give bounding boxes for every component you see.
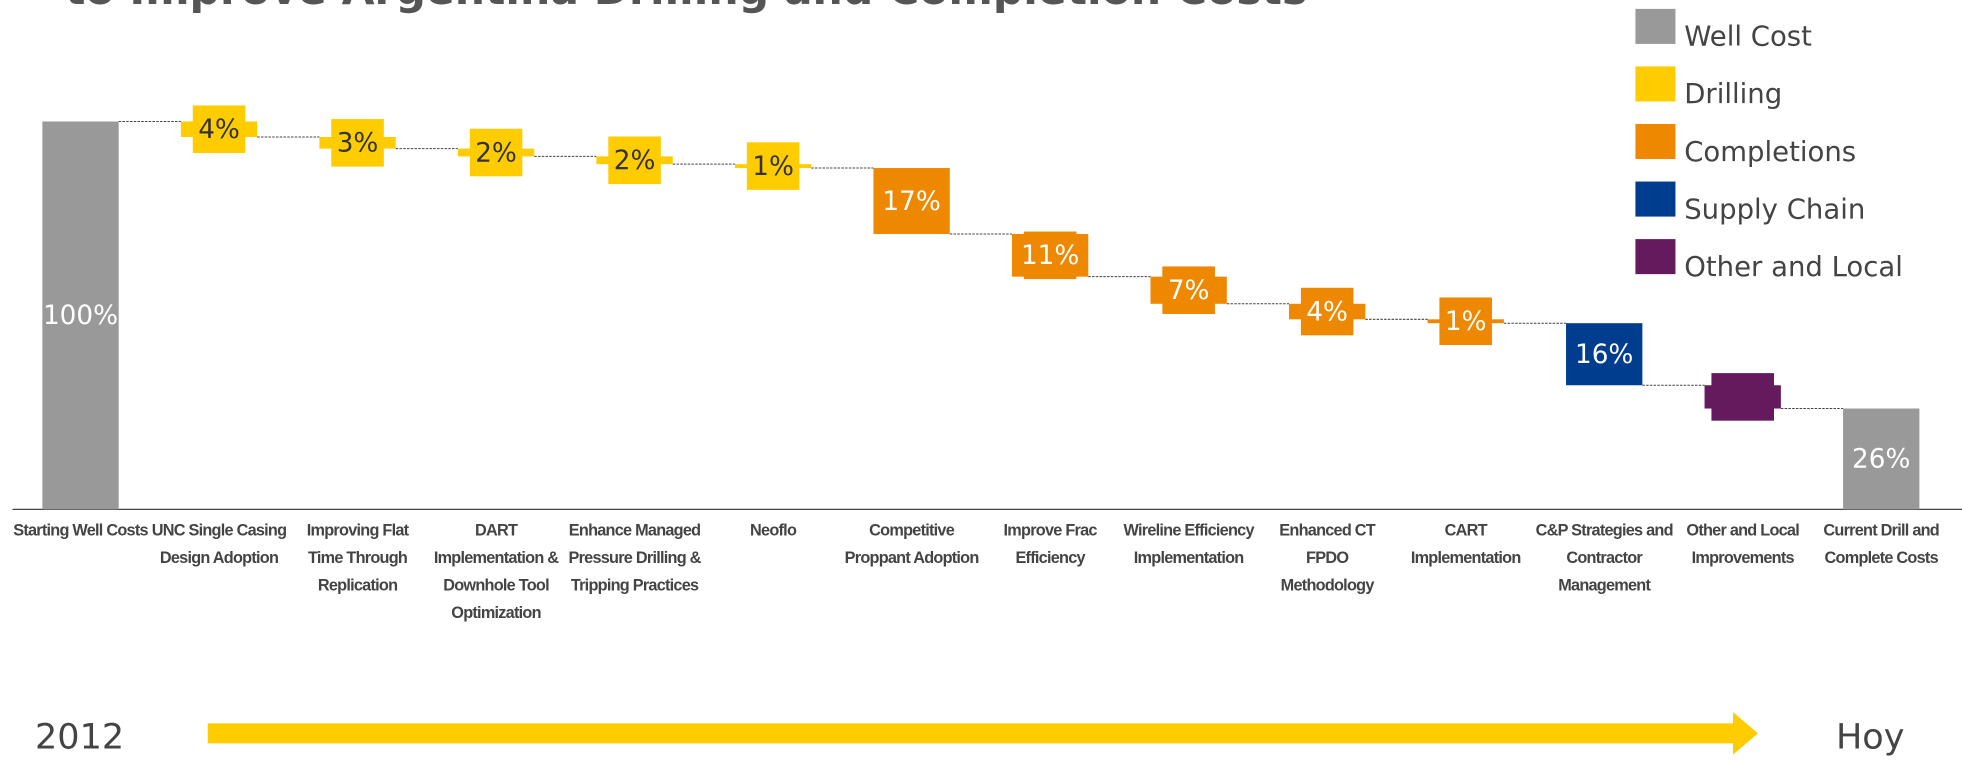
x-tick-label-box: Improving Flat Time Through Replication xyxy=(306,520,409,595)
timeline-end: Hoy xyxy=(1836,716,1904,757)
x-tick-label-box: Current Drill and Complete Costs xyxy=(1823,520,1940,567)
label-box xyxy=(1300,287,1354,336)
x-tick-label: CART Implementation xyxy=(1410,520,1521,567)
bar xyxy=(42,121,119,510)
label-box xyxy=(1162,266,1215,314)
data-label: 7% xyxy=(1168,276,1210,306)
label-box xyxy=(746,142,800,190)
bar xyxy=(1843,408,1920,510)
data-label: 4% xyxy=(198,115,240,145)
x-tick-label: Current Drill and Complete Costs xyxy=(1823,520,1940,567)
timeline-start: 2012 xyxy=(35,716,124,757)
x-tick-label: Competitive Proppant Adoption xyxy=(844,520,980,567)
label-box xyxy=(1439,297,1492,346)
legend-swatch xyxy=(1635,123,1676,160)
bar xyxy=(1566,323,1643,386)
timeline-arrow xyxy=(207,712,1759,755)
x-tick-label-box: C&P Strategies and Contractor Management xyxy=(1535,520,1673,595)
legend-swatch xyxy=(1635,8,1676,44)
data-label: 1% xyxy=(752,152,794,182)
label-box xyxy=(1711,373,1774,421)
data-label: 2% xyxy=(614,146,656,176)
x-tick-label-box: Neoflo xyxy=(750,520,797,540)
data-label: 100% xyxy=(43,301,118,331)
legend-label: Drilling xyxy=(1684,78,1782,110)
x-tick-label-box: Competitive Proppant Adoption xyxy=(844,520,980,567)
x-tick-label-box: Enhance Managed Pressure Drilling & Trip… xyxy=(568,520,701,595)
label-box xyxy=(469,128,523,177)
data-label: 3% xyxy=(337,129,379,159)
x-tick-label-box: Enhanced CT FPDO Methodology xyxy=(1279,520,1375,595)
legend-swatch xyxy=(1635,239,1676,275)
label-box xyxy=(192,105,246,154)
legend-label: Well Cost xyxy=(1684,21,1812,53)
x-tick-label-box: Improve Frac Efficiency xyxy=(1003,520,1098,567)
x-tick-label-box: Starting Well Costs xyxy=(13,520,148,540)
legend-label: Other and Local xyxy=(1684,251,1903,283)
chart-title: to Improve Argentina Drilling and Comple… xyxy=(65,0,1307,15)
x-tick-label-box: CART Implementation xyxy=(1410,520,1521,567)
x-tick-label: Improving Flat Time Through Replication xyxy=(306,520,409,595)
x-tick-label: Starting Well Costs xyxy=(13,520,148,540)
x-tick-label: Other and Local Improvements xyxy=(1686,520,1800,567)
x-tick-label: C&P Strategies and Contractor Management xyxy=(1535,520,1673,595)
bar xyxy=(873,168,950,234)
x-tick-label: Improve Frac Efficiency xyxy=(1003,520,1098,567)
data-label: 17% xyxy=(882,187,940,217)
x-tick-label-box: Wireline Efficiency Implementation xyxy=(1123,520,1255,567)
label-box xyxy=(1023,231,1077,280)
x-tick-label-box: UNC Single Casing Design Adoption xyxy=(151,520,287,567)
legend-swatch xyxy=(1635,66,1676,102)
legend-label: Supply Chain xyxy=(1684,193,1865,225)
data-label: 1% xyxy=(1445,307,1487,337)
x-tick-label: Enhanced CT FPDO Methodology xyxy=(1279,520,1375,595)
x-tick-label-box: DART Implementation & Downhole Tool Opti… xyxy=(433,520,559,622)
x-tick-label: Wireline Efficiency Implementation xyxy=(1123,520,1255,567)
data-label: 26% xyxy=(1852,445,1910,475)
x-tick-label: Neoflo xyxy=(750,520,797,540)
legend-label: Completions xyxy=(1684,136,1856,168)
x-tick-label: UNC Single Casing Design Adoption xyxy=(151,520,287,567)
label-box xyxy=(608,136,661,185)
data-label: 4% xyxy=(1306,297,1348,327)
x-tick-label: DART Implementation & Downhole Tool Opti… xyxy=(433,520,559,622)
x-tick-label-box: Other and Local Improvements xyxy=(1686,520,1800,567)
data-label: 2% xyxy=(475,138,517,168)
legend-swatch xyxy=(1635,181,1676,217)
data-label: 16% xyxy=(1575,340,1633,370)
x-tick-label: Enhance Managed Pressure Drilling & Trip… xyxy=(568,520,701,595)
data-label: 11% xyxy=(1021,241,1079,271)
label-box xyxy=(331,119,384,167)
